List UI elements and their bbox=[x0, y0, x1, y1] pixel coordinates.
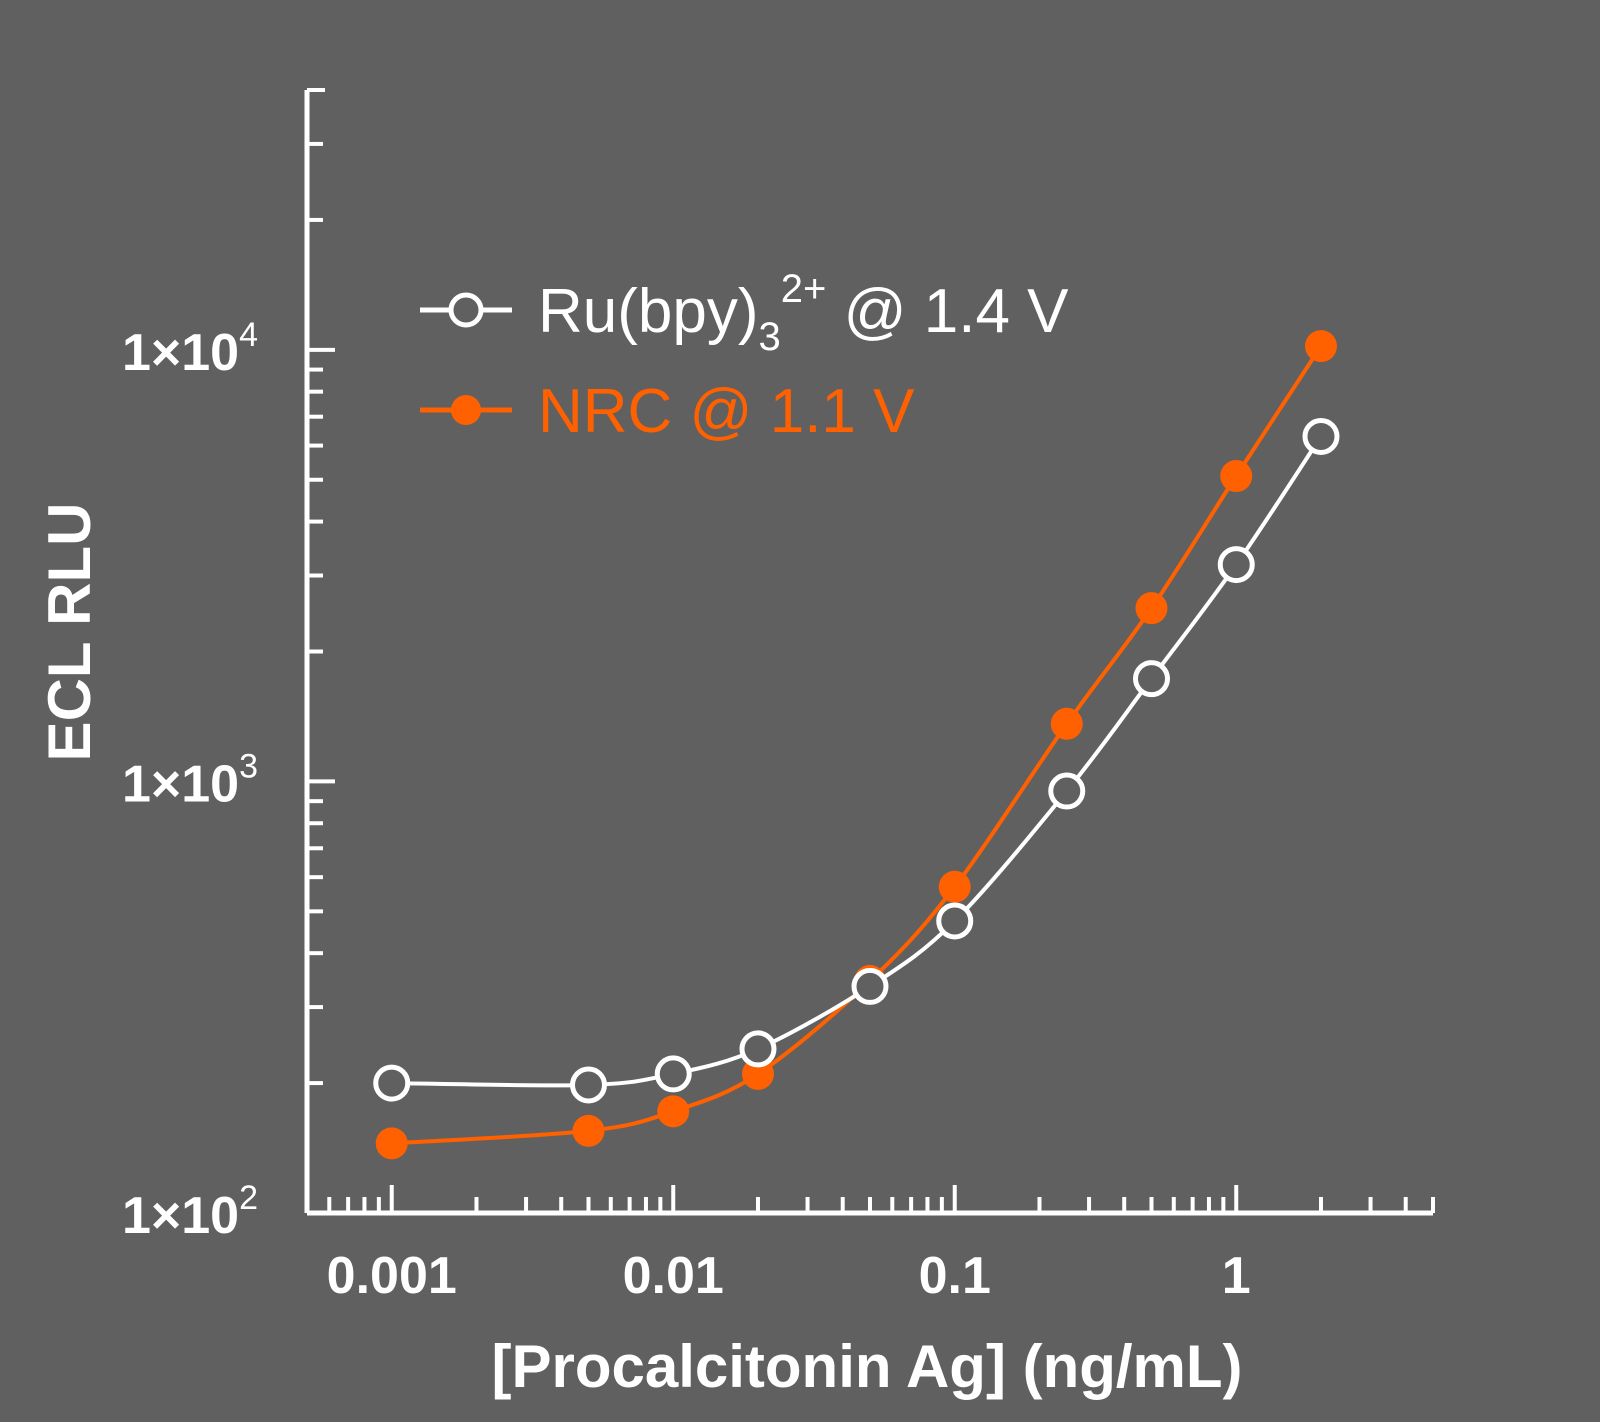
legend-marker bbox=[448, 292, 484, 328]
series-line bbox=[391, 435, 1323, 1088]
data-point bbox=[741, 1057, 774, 1090]
legend-label: Ru(bpy)32+ @ 1.4 V bbox=[538, 267, 1069, 359]
y-tick-label: 1×102 bbox=[122, 1179, 258, 1245]
series-nrc bbox=[375, 330, 1337, 1160]
data-point bbox=[1217, 546, 1255, 584]
legend-item-ru-bpy: Ru(bpy)32+ @ 1.4 V bbox=[420, 267, 1069, 359]
data-point bbox=[1048, 772, 1086, 810]
series-line bbox=[391, 345, 1323, 1146]
data-point bbox=[570, 1066, 607, 1104]
data-point bbox=[572, 1114, 605, 1147]
x-tick-label: 0.1 bbox=[919, 1247, 991, 1305]
legend: Ru(bpy)32+ @ 1.4 V NRC @ 1.1 V bbox=[420, 267, 1069, 446]
axes: 0.001 0.01 0.1 1 1×102 1×103 1×104 bbox=[122, 88, 1435, 1305]
data-point bbox=[657, 1095, 690, 1128]
data-point bbox=[1304, 330, 1337, 363]
y-tick-label: 1×104 bbox=[122, 316, 258, 382]
data-point bbox=[373, 1064, 411, 1102]
data-point bbox=[936, 902, 974, 940]
legend-item-nrc: NRC @ 1.1 V bbox=[420, 377, 915, 446]
y-axis-title: ECL RLU bbox=[36, 503, 103, 762]
data-point bbox=[739, 1030, 777, 1068]
y-tick-label: 1×103 bbox=[122, 747, 258, 813]
data-point bbox=[654, 1055, 692, 1093]
legend-label: NRC @ 1.1 V bbox=[538, 377, 915, 446]
x-tick-label: 1 bbox=[1222, 1247, 1251, 1305]
legend-marker bbox=[451, 395, 481, 425]
data-point bbox=[1050, 707, 1083, 740]
series-layer bbox=[373, 330, 1340, 1160]
data-point bbox=[1302, 417, 1340, 455]
data-point bbox=[1133, 660, 1170, 698]
x-tick-label: 0.01 bbox=[623, 1247, 724, 1305]
data-point bbox=[938, 870, 971, 903]
data-point bbox=[375, 1127, 408, 1160]
x-tick-label: 0.001 bbox=[327, 1247, 457, 1305]
series-ru-bpy bbox=[373, 417, 1340, 1104]
data-point bbox=[1135, 592, 1168, 625]
x-axis-title: [Procalcitonin Ag] (ng/mL) bbox=[491, 1333, 1242, 1400]
data-point bbox=[1220, 460, 1253, 493]
data-point bbox=[851, 967, 889, 1005]
